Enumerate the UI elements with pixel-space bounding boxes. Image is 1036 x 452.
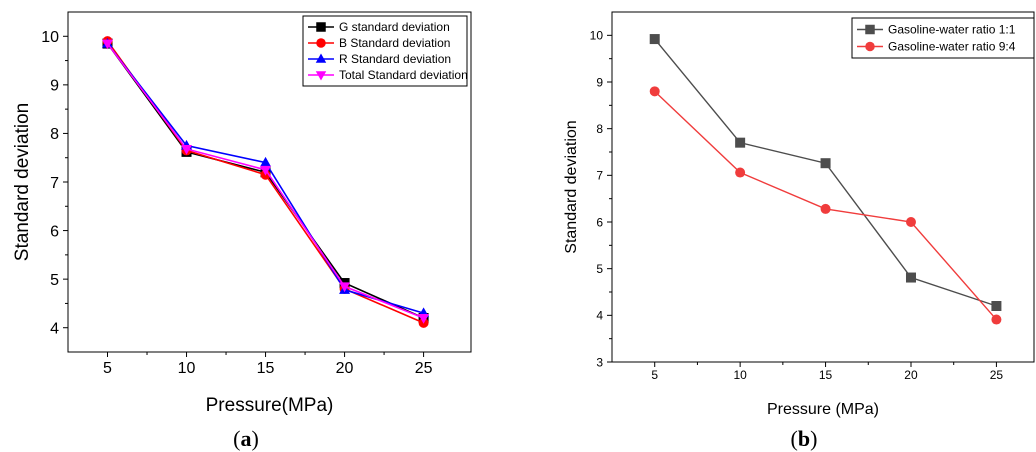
panel-a-x-tick-label: 20 — [336, 360, 354, 377]
panel-b-y-tick-label: 3 — [596, 355, 603, 369]
panel-b-y-axis-title: Standard deviation — [563, 120, 580, 253]
panel-a-legend-label: Total Standard deviation — [339, 68, 468, 82]
panel-b-x-tick-label: 15 — [819, 368, 833, 382]
panel-a-y-tick-label: 5 — [50, 272, 59, 289]
panel-b-y-tick-label: 4 — [596, 309, 603, 323]
panel-b-y-tick-label: 9 — [596, 75, 603, 89]
panel-b-legend-swatch-marker — [865, 41, 875, 52]
panel-b-series-0-point — [820, 158, 831, 169]
panel-a-series-3-point — [339, 282, 351, 293]
panel-b-x-tick-label: 10 — [733, 368, 747, 382]
panel-b-x-tick-label: 20 — [904, 368, 918, 382]
panel-a-series-3-point — [260, 165, 272, 176]
panel-a-x-tick-label: 10 — [178, 360, 196, 377]
panel-b-y-tick-label: 5 — [596, 262, 603, 276]
panel-a-x-tick-label: 25 — [415, 360, 433, 377]
panel-a-series-3-point — [418, 314, 430, 324]
panel-a-x-tick-label: 5 — [103, 360, 112, 377]
panel-a-y-tick-label: 8 — [50, 126, 59, 143]
caption-b-close: ) — [810, 426, 817, 451]
panel-b-legend-box — [851, 17, 1035, 59]
panel-a-legend-swatch-marker — [315, 53, 327, 63]
panel-a-y-tick-label: 9 — [50, 78, 59, 95]
panel-b-legend-swatch-marker — [865, 24, 875, 35]
caption-b-open: ( — [791, 426, 798, 451]
caption-a-open: ( — [233, 426, 240, 451]
panel-a-y-axis-title: Standard deviation — [12, 103, 33, 261]
caption-a-close: ) — [252, 426, 259, 451]
panel-a-legend-swatch-marker — [315, 71, 327, 81]
panel-a-legend: G standard deviation B Standard deviation… — [302, 15, 468, 87]
caption-b-letter: b — [798, 426, 810, 451]
panel-b-y-tick-label: 7 — [596, 169, 603, 183]
panel-b-legend-label: Gasoline-water ratio 1:1 — [888, 23, 1016, 37]
panel-a-series-3-point — [102, 39, 114, 50]
panel-b-y-tick-label: 6 — [596, 215, 603, 229]
panel-b-chart: 5 10 15 20 25 3 4 5 6 7 8 9 10 Pressure (MPa) Standard… — [563, 11, 1035, 418]
panel-a-y-tick-label: 10 — [41, 29, 59, 46]
panel-b-series-0-point — [991, 301, 1002, 311]
panel-b-y-tick-label: 8 — [596, 122, 603, 136]
panel-a-chart: 5 10 15 20 25 4 5 6 7 8 9 10 Pressure(MPa) Standard d… — [12, 11, 472, 416]
panel-b-x-tick-label: 25 — [990, 368, 1004, 382]
panel-a-legend-swatch-marker — [316, 22, 326, 32]
panel-a-legend-label: G standard deviation — [339, 20, 450, 34]
panel-a-series-3-point — [181, 144, 193, 155]
panel-b-series-1-point — [735, 167, 746, 178]
caption-b: (b) — [791, 426, 818, 451]
panel-b-series-0-point — [649, 34, 660, 45]
panel-b-series-0-point — [735, 137, 746, 148]
panel-a-x-axis-title: Pressure(MPa) — [206, 395, 334, 416]
panel-b-y-tick-label: 10 — [590, 29, 604, 43]
panel-a-series-2-point — [260, 156, 272, 167]
panel-b-legend: Gasoline-water ratio 1:1 Gasoline-water r… — [851, 17, 1035, 59]
panel-b-series-0-point — [905, 272, 916, 283]
panel-b-series-1-point — [649, 86, 660, 97]
panel-b-plot-frame — [611, 11, 1035, 363]
panel-a-y-tick-label: 7 — [50, 175, 59, 192]
caption-a: (a) — [233, 426, 259, 451]
panel-b-series-1-point — [991, 314, 1002, 325]
panel-a-legend-label: B Standard deviation — [339, 36, 450, 50]
panel-b-series-0-line — [654, 38, 997, 307]
panel-a-y-tick-label: 4 — [50, 320, 59, 337]
panel-a-legend-label: R Standard deviation — [339, 52, 451, 66]
panel-a-x-tick-label: 15 — [257, 360, 275, 377]
panel-a-y-tick-label: 6 — [50, 223, 59, 240]
caption-a-letter: a — [241, 426, 252, 451]
panel-a-legend-swatch-marker — [316, 38, 326, 48]
panel-b-x-tick-label: 5 — [651, 368, 658, 382]
panel-b-legend-label: Gasoline-water ratio 9:4 — [888, 40, 1016, 54]
panel-b-series-1-point — [905, 217, 916, 227]
panel-b-series-1-point — [820, 203, 831, 214]
panel-b-x-axis-title: Pressure (MPa) — [767, 401, 879, 418]
